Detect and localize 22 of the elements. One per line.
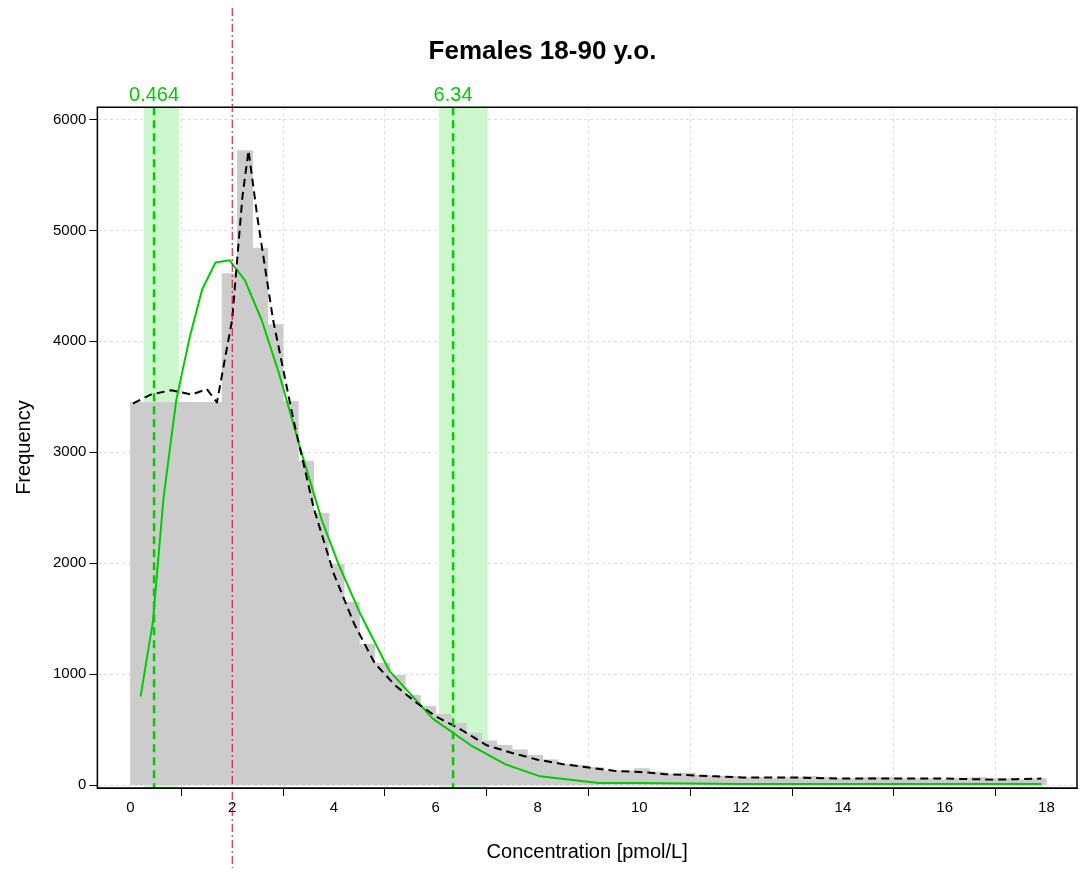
ref-line-label: 0.464 <box>129 82 180 105</box>
x-axis-title: Concentration [pmol/L] <box>486 839 688 862</box>
y-tick-label: 6000 <box>52 109 87 127</box>
chart-title: Females 18-90 y.o. <box>428 34 657 65</box>
x-tick-label: 8 <box>533 798 542 816</box>
x-tick-label: 12 <box>732 798 750 816</box>
x-tick-label: 14 <box>834 798 852 816</box>
x-tick-label: 10 <box>631 798 648 816</box>
x-tick-label: 4 <box>329 798 339 816</box>
y-tick-label: 5000 <box>52 220 87 238</box>
y-tick-label: 1000 <box>52 664 87 682</box>
x-tick-label: 6 <box>431 798 440 816</box>
y-tick-label: 4000 <box>52 331 87 349</box>
ref-line-label: 6.34 <box>433 82 473 105</box>
x-tick-label: 2 <box>228 798 237 816</box>
x-tick-label: 18 <box>1038 798 1055 816</box>
y-tick-label: 2000 <box>52 553 87 571</box>
y-tick-label: 0 <box>78 775 87 793</box>
x-tick-label: 0 <box>126 798 135 816</box>
x-tick-label: 16 <box>936 798 954 816</box>
y-axis-title: Frequency <box>11 400 34 495</box>
y-tick-label: 3000 <box>52 442 87 460</box>
